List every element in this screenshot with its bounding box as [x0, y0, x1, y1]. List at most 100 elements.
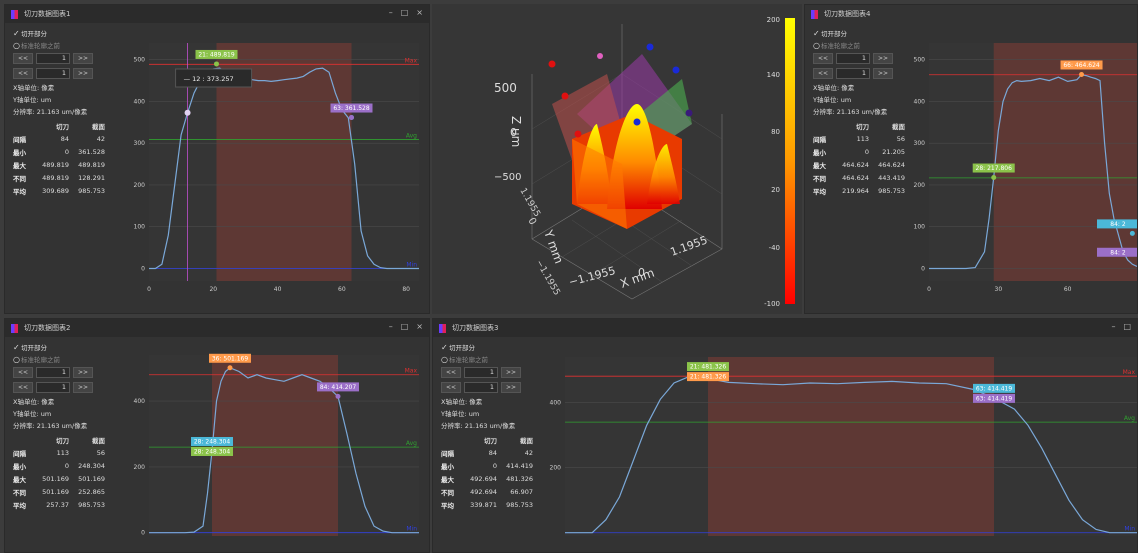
next-button[interactable]: >>: [501, 367, 521, 378]
cut-checkbox[interactable]: ✓ 切开部分: [813, 27, 931, 39]
marker-label-bg: [191, 436, 233, 446]
stats-row: 最大 492.694 481.326: [441, 474, 533, 484]
marker-label: 28: 248.304: [194, 438, 231, 445]
y-unit: Y轴单位: um: [13, 410, 52, 418]
stats-row: 平均 309.689 985.753: [13, 186, 105, 196]
profile-chart-3[interactable]: 200 400 Max Avg Min 21: 481.326 21: 481.326 63:…: [541, 355, 1138, 553]
stats-row: 平均 339.871 985.753: [441, 500, 533, 510]
marker-label-bg: [972, 163, 1015, 173]
index-input[interactable]: 1: [464, 382, 498, 393]
index-input[interactable]: 1: [36, 367, 70, 378]
avg-label: Avg: [406, 132, 417, 139]
contour-checkbox[interactable]: ○ 标准轮廓之前: [13, 353, 131, 365]
stats-header: 截面: [520, 436, 533, 445]
marker-label-bg: [687, 362, 729, 372]
cut-checkbox[interactable]: ✓ 切开部分: [13, 27, 131, 39]
profile-chart-1[interactable]: 0 100 200 300 400 500 0 20 40 60 80 Max Avg Min — 12 :…: [125, 41, 421, 299]
contour-checkbox[interactable]: ○ 标准轮廓之前: [13, 39, 131, 51]
chart-panel-3: 切刀数据图表3 – □ ✓ 切开部分 ○ 标准轮廓之前 << 1 >> << 1 >> X轴…: [432, 318, 1138, 553]
colorbar-tick: -40: [769, 244, 780, 252]
marker-label-bg: [1060, 60, 1103, 70]
maximize-button[interactable]: □: [1123, 322, 1131, 331]
index-input[interactable]: 1: [836, 53, 870, 64]
profile-line: [149, 367, 419, 534]
next-button[interactable]: >>: [501, 382, 521, 393]
stats-row: 间隔 113 56: [813, 134, 905, 144]
cut-checkbox[interactable]: ✓ 切开部分: [441, 341, 559, 353]
contour-checkbox[interactable]: ○ 标准轮廓之前: [813, 39, 931, 51]
panel-titlebar[interactable]: 切刀数据图表1 – □ ×: [5, 5, 429, 23]
surface-3d-svg[interactable]: 500 0 −500 Z um 1.1955 0 Y mm −1.1955 −1…: [432, 4, 802, 314]
minimize-button[interactable]: –: [1111, 322, 1116, 331]
marker-label-bg: [191, 446, 233, 456]
contour-checkbox[interactable]: ○ 标准轮廓之前: [441, 353, 559, 365]
minimize-button[interactable]: –: [388, 8, 393, 17]
stats-row: 最大 501.169 501.169: [13, 474, 105, 484]
panel-titlebar[interactable]: 切刀数据图表3 – □: [433, 319, 1137, 337]
prev-button[interactable]: <<: [813, 68, 833, 79]
prev-button[interactable]: <<: [813, 53, 833, 64]
y-tick-label: 100: [914, 224, 926, 231]
y-tick-label: 400: [134, 398, 146, 405]
prev-button[interactable]: <<: [13, 382, 33, 393]
maximize-button[interactable]: □: [400, 8, 409, 17]
marker-point: [227, 365, 233, 371]
resolution: 分辨率: 21.163 um/像素: [813, 108, 888, 116]
marker-label: 66: 464.624: [1063, 62, 1100, 69]
index-input[interactable]: 1: [36, 53, 70, 64]
colorbar-tick: 80: [771, 128, 780, 136]
prev-button[interactable]: <<: [441, 367, 461, 378]
next-button[interactable]: >>: [73, 68, 93, 79]
y-tick-label: 500: [914, 57, 926, 64]
cursor-point: [184, 109, 191, 116]
next-button[interactable]: >>: [73, 382, 93, 393]
surface-3d-plot[interactable]: 500 0 −500 Z um 1.1955 0 Y mm −1.1955 −1…: [432, 4, 802, 314]
next-button[interactable]: >>: [73, 53, 93, 64]
prev-button[interactable]: <<: [13, 53, 33, 64]
stats-row: 最小 0 361.528: [13, 147, 105, 157]
profile-chart-2[interactable]: 0 200 400 Max Avg Min 36: 501.169 84: 414.207 28…: [125, 353, 421, 553]
prev-button[interactable]: <<: [441, 382, 461, 393]
panel-titlebar[interactable]: 切刀数据图表4: [805, 5, 1137, 23]
next-button[interactable]: >>: [73, 367, 93, 378]
cursor-tooltip: [175, 68, 253, 88]
x-unit: X轴单位: 像素: [13, 398, 55, 406]
y-tick-label: 0: [921, 265, 925, 272]
marker-label: 21: 481.326: [690, 374, 727, 381]
chart-panel-1: 切刀数据图表1 – □ × ✓ 切开部分 ○ 标准轮廓之前 << 1 >> << 1 >> …: [4, 4, 430, 314]
control-points[interactable]: [548, 43, 693, 138]
y-tick-label: 100: [134, 224, 146, 231]
marker-label-bg: [973, 393, 1015, 403]
index-input[interactable]: 1: [36, 382, 70, 393]
chart-panel-4: 切刀数据图表4 ✓ 切开部分 ○ 标准轮廓之前 << 1 >> << 1 >> X轴单位: …: [804, 4, 1138, 314]
z-tick: 0: [510, 126, 517, 139]
profile-chart-4[interactable]: 0 100 200 300 400 500 0 30 60 28: 217.806 66: 464.…: [905, 41, 1138, 299]
close-button[interactable]: ×: [416, 322, 423, 331]
prev-button[interactable]: <<: [13, 68, 33, 79]
cut-label: 切开部分: [449, 344, 475, 352]
index-input[interactable]: 1: [836, 68, 870, 79]
y-tick-label: 400: [550, 400, 562, 407]
marker-point: [1129, 230, 1135, 236]
stats-row: 间隔 84 42: [441, 448, 533, 458]
marker-label-bg: [687, 372, 729, 382]
y-tick-label: 300: [134, 140, 146, 147]
app-icon: [439, 323, 446, 333]
next-button[interactable]: >>: [873, 68, 893, 79]
y-tick-label: 200: [134, 182, 146, 189]
index-input[interactable]: 1: [36, 68, 70, 79]
panel-titlebar[interactable]: 切刀数据图表2 – □ ×: [5, 319, 429, 337]
maximize-button[interactable]: □: [400, 322, 409, 331]
minimize-button[interactable]: –: [388, 322, 393, 331]
y-tick-label: 400: [914, 98, 926, 105]
next-button[interactable]: >>: [873, 53, 893, 64]
z-axis-label: Z um: [509, 116, 523, 147]
cut-region: [993, 43, 1137, 281]
cut-checkbox[interactable]: ✓ 切开部分: [13, 341, 131, 353]
y-unit: Y轴单位: um: [441, 410, 480, 418]
stats-row: 不同 492.694 66.907: [441, 487, 533, 497]
close-button[interactable]: ×: [416, 8, 423, 17]
prev-button[interactable]: <<: [13, 367, 33, 378]
resolution: 分辨率: 21.163 um/像素: [441, 422, 516, 430]
index-input[interactable]: 1: [464, 367, 498, 378]
